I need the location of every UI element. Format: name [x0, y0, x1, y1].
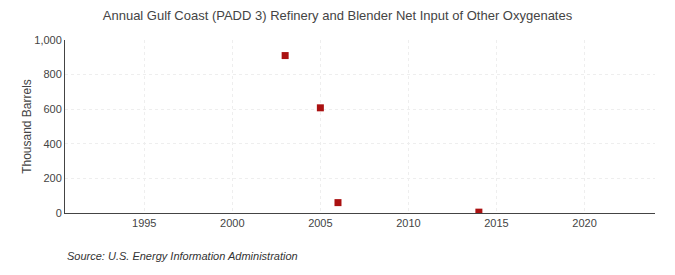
svg-text:2020: 2020 — [572, 217, 596, 229]
svg-text:Thousand Barrels: Thousand Barrels — [20, 79, 34, 174]
svg-text:2005: 2005 — [308, 217, 332, 229]
svg-text:400: 400 — [43, 138, 61, 150]
svg-text:2015: 2015 — [484, 217, 508, 229]
svg-text:200: 200 — [43, 172, 61, 184]
svg-text:2000: 2000 — [220, 217, 244, 229]
svg-text:600: 600 — [43, 103, 61, 115]
svg-text:Annual Gulf Coast (PADD 3) Ref: Annual Gulf Coast (PADD 3) Refinery and … — [103, 8, 573, 23]
svg-text:1,000: 1,000 — [34, 34, 62, 46]
svg-text:1995: 1995 — [132, 217, 156, 229]
svg-text:2010: 2010 — [396, 217, 420, 229]
svg-text:0: 0 — [56, 207, 62, 219]
svg-text:800: 800 — [43, 68, 61, 80]
svg-text:Source: U.S. Energy Informatio: Source: U.S. Energy Information Administ… — [67, 250, 298, 262]
